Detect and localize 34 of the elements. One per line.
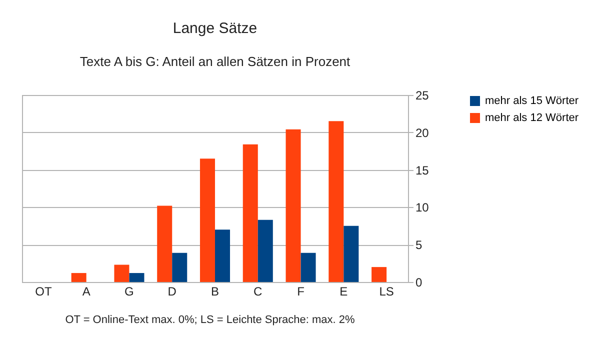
x-tick-label: D	[168, 284, 177, 298]
legend-label: mehr als 12 Wörter	[485, 112, 579, 124]
bar	[372, 267, 387, 282]
y-tick-label: 10	[416, 200, 430, 215]
y-tick-label: 25	[416, 88, 430, 102]
bar	[215, 230, 230, 282]
bar	[242, 144, 258, 282]
bar	[200, 158, 215, 282]
x-tick-label: F	[297, 284, 304, 298]
legend-label: mehr als 15 Wörter	[485, 95, 579, 107]
bar	[344, 226, 359, 282]
bar	[328, 121, 344, 282]
x-tick-label: C	[254, 284, 263, 298]
bar	[71, 273, 86, 282]
x-tick-label: LS	[379, 284, 394, 298]
bar	[114, 264, 130, 282]
x-tick-label: A	[82, 284, 90, 298]
x-tick-label: E	[340, 284, 348, 298]
bar	[286, 129, 301, 282]
x-tick-label: OT	[35, 284, 52, 298]
x-tick-label: B	[210, 284, 220, 298]
y-tick-label: 20	[416, 126, 430, 140]
text: OT = Online-Text max. 0%; LS = Leichte Sprache: max. 2%	[64, 314, 356, 326]
bar	[300, 252, 316, 282]
chart-title: Lange Sätze	[172, 20, 258, 37]
x-tick-label: G	[124, 284, 134, 298]
y-tick-label: 5	[416, 238, 422, 252]
bar	[258, 220, 273, 282]
chart-subtitle: Texte A bis G: Anteil an allen Sätzen in Prozent	[80, 54, 351, 69]
y-tick-label: 0	[416, 276, 422, 290]
bar	[157, 206, 172, 282]
y-tick-label: 15	[416, 163, 430, 178]
bar	[129, 273, 144, 282]
bar	[172, 252, 188, 282]
